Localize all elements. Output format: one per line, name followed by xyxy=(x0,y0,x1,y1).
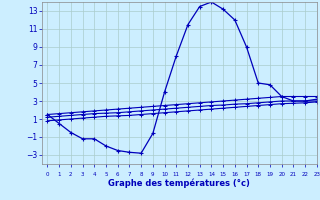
X-axis label: Graphe des températures (°c): Graphe des températures (°c) xyxy=(108,178,250,188)
